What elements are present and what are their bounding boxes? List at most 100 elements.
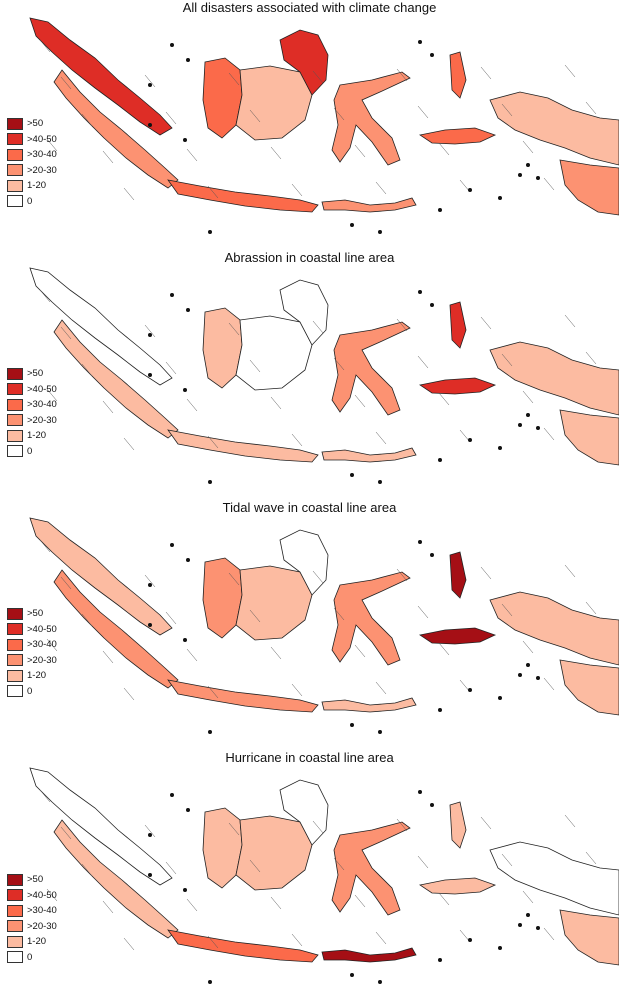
district-border bbox=[249, 109, 261, 123]
district-border bbox=[81, 363, 93, 377]
legend-swatch bbox=[7, 951, 23, 964]
district-border bbox=[60, 826, 72, 840]
region-nusa-tenggara bbox=[321, 447, 417, 463]
region-papua-west bbox=[489, 91, 619, 166]
small-island bbox=[518, 423, 522, 427]
district-border bbox=[228, 72, 240, 86]
small-island bbox=[536, 926, 540, 930]
district-border bbox=[102, 400, 114, 414]
legend-swatch bbox=[7, 117, 23, 130]
small-island bbox=[438, 458, 442, 462]
region-kalimantan-west bbox=[202, 307, 243, 389]
district-border bbox=[585, 601, 597, 615]
district-border bbox=[354, 894, 366, 908]
district-border bbox=[501, 603, 513, 617]
legend-swatch bbox=[7, 607, 23, 620]
region-java bbox=[167, 679, 319, 713]
district-border bbox=[312, 70, 324, 84]
legend-label: 1-20 bbox=[27, 430, 47, 442]
small-island bbox=[518, 923, 522, 927]
legend-swatch bbox=[7, 429, 23, 442]
district-border bbox=[46, 888, 58, 902]
small-island bbox=[186, 558, 190, 562]
district-border bbox=[354, 144, 366, 158]
region-maluku bbox=[418, 301, 497, 395]
district-border bbox=[81, 863, 93, 877]
district-border bbox=[501, 103, 513, 117]
district-border bbox=[46, 638, 58, 652]
small-island bbox=[498, 696, 502, 700]
region-sumatra-south bbox=[53, 319, 179, 439]
legend-label: 1-20 bbox=[27, 670, 47, 682]
legend-label: 1-20 bbox=[27, 180, 47, 192]
legend-item: 0 bbox=[7, 684, 97, 700]
district-border bbox=[207, 185, 219, 199]
district-border bbox=[480, 316, 492, 330]
legend-item: >40-50 bbox=[7, 382, 97, 398]
indonesia-map bbox=[29, 267, 619, 484]
district-border bbox=[333, 607, 345, 621]
region-sulawesi bbox=[331, 321, 411, 416]
district-border bbox=[291, 433, 303, 447]
legend-swatch bbox=[7, 920, 23, 933]
region-kalimantan-central bbox=[235, 315, 313, 391]
district-border bbox=[165, 111, 177, 125]
legend-label: >20-30 bbox=[27, 414, 57, 426]
district-border bbox=[354, 644, 366, 658]
legend-item: >30-40 bbox=[7, 903, 97, 919]
small-island bbox=[170, 293, 174, 297]
district-border bbox=[333, 357, 345, 371]
legend-swatch bbox=[7, 669, 23, 682]
district-border bbox=[270, 896, 282, 910]
district-border bbox=[123, 687, 135, 701]
district-border bbox=[60, 576, 72, 590]
district-border bbox=[228, 322, 240, 336]
legend-swatch bbox=[7, 195, 23, 208]
legend-label: >20-30 bbox=[27, 654, 57, 666]
region-kalimantan-central bbox=[235, 65, 313, 141]
district-border bbox=[60, 76, 72, 90]
district-border bbox=[186, 148, 198, 162]
small-island bbox=[438, 958, 442, 962]
small-island bbox=[418, 290, 422, 294]
legend-label: >50 bbox=[27, 118, 44, 130]
legend-label: >40-50 bbox=[27, 133, 57, 145]
district-border bbox=[102, 650, 114, 664]
legend-label: >20-30 bbox=[27, 920, 57, 932]
district-border bbox=[543, 927, 555, 941]
small-island bbox=[208, 480, 212, 484]
map-panel: Abrassion in coastal line area >50 >40-50 >… bbox=[0, 250, 619, 500]
district-border bbox=[60, 326, 72, 340]
legend-item: >40-50 bbox=[7, 622, 97, 638]
small-island bbox=[526, 663, 530, 667]
small-island bbox=[498, 946, 502, 950]
region-sumatra-south bbox=[53, 569, 179, 689]
region-kalimantan-west bbox=[202, 57, 243, 139]
district-border bbox=[144, 824, 156, 838]
district-border bbox=[585, 851, 597, 865]
small-island bbox=[148, 833, 152, 837]
district-border bbox=[312, 570, 324, 584]
district-border bbox=[144, 74, 156, 88]
district-border bbox=[207, 685, 219, 699]
legend-item: >30-40 bbox=[7, 397, 97, 413]
legend-label: >40-50 bbox=[27, 383, 57, 395]
legend-item: >50 bbox=[7, 116, 97, 132]
legend-swatch bbox=[7, 367, 23, 380]
region-sulawesi bbox=[331, 821, 411, 916]
legend-item: >20-30 bbox=[7, 919, 97, 935]
legend-label: >30-40 bbox=[27, 639, 57, 651]
region-kalimantan-central bbox=[235, 815, 313, 891]
legend-item: >20-30 bbox=[7, 653, 97, 669]
legend-item: 0 bbox=[7, 444, 97, 460]
region-papua-west bbox=[489, 841, 619, 916]
legend-swatch bbox=[7, 383, 23, 396]
district-border bbox=[102, 150, 114, 164]
legend-label: >20-30 bbox=[27, 164, 57, 176]
district-border bbox=[564, 814, 576, 828]
legend-swatch bbox=[7, 164, 23, 177]
district-border bbox=[312, 820, 324, 834]
district-border bbox=[417, 605, 429, 619]
legend-label: 1-20 bbox=[27, 936, 47, 948]
region-maluku bbox=[418, 51, 497, 145]
